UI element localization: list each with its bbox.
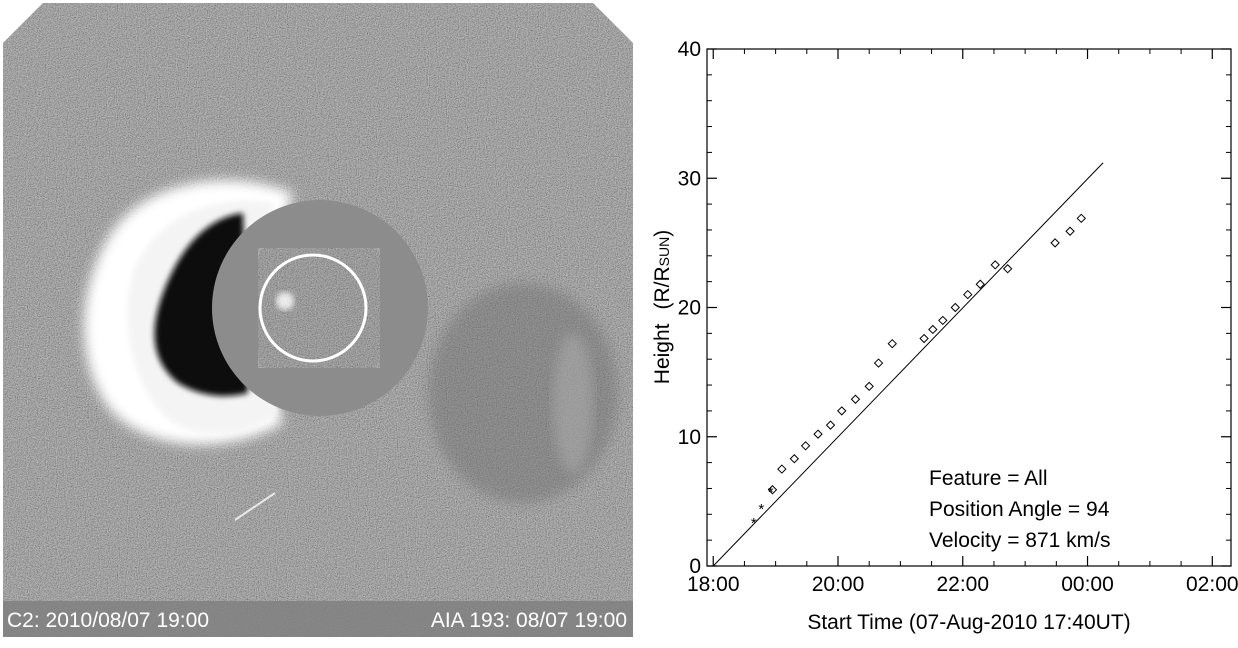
- data-point-diamond: [873, 358, 884, 368]
- y-tick-label: 40: [678, 38, 701, 61]
- data-point-diamond: [928, 324, 938, 335]
- data-point-diamond: [1050, 238, 1060, 248]
- active-region: [276, 292, 294, 310]
- coronagraph-image-panel: C2: 2010/08/07 19:00 AIA 193: 08/07 19:0…: [3, 3, 633, 637]
- data-point-diamond: [813, 429, 823, 439]
- data-point-diamond: [1076, 213, 1086, 224]
- data-point-diamond: [789, 454, 800, 464]
- x-tick-label: 00:00: [1061, 573, 1114, 596]
- data-point-diamond: [990, 260, 1000, 270]
- data-point-diamond: [825, 420, 836, 430]
- caption-aia: AIA 193: 08/07 19:00: [430, 609, 627, 632]
- data-point-diamond: [837, 406, 847, 416]
- x-axis-label: Start Time (07-Aug-2010 17:40UT): [807, 611, 1130, 634]
- data-point-diamond: [975, 279, 985, 289]
- y-tick-label: 0: [689, 555, 701, 578]
- data-point-diamond: [1002, 264, 1013, 274]
- x-tick-label: 20:00: [812, 573, 865, 596]
- data-point-diamond: [963, 289, 973, 300]
- data-point-diamond: [919, 333, 929, 344]
- y-axis-label-unit: (R/R: [651, 266, 674, 309]
- aia-inset-texture: [258, 248, 380, 368]
- data-point-diamond: [767, 485, 778, 495]
- y-axis: 0 10 20 30 40: [678, 38, 1231, 578]
- data-markers: ***: [751, 213, 1086, 532]
- solar-limb: [258, 253, 368, 363]
- y-axis-label-sub: SUN: [656, 237, 672, 267]
- annotation-velocity: Velocity = 871 km/s: [929, 529, 1111, 552]
- x-tick-label: 18:00: [687, 573, 740, 596]
- data-point-diamond: [938, 315, 948, 326]
- streak: [234, 492, 276, 521]
- data-point-diamond: [950, 302, 960, 313]
- y-axis-label: Height (R/RSUN): [651, 230, 674, 384]
- data-point-diamond: [1065, 226, 1075, 236]
- y-tick-label: 20: [678, 297, 701, 320]
- x-tick-label: 02:00: [1186, 573, 1238, 596]
- y-tick-label: 30: [678, 167, 701, 190]
- coronagraph-image: [3, 3, 633, 637]
- y-tick-label: 10: [678, 426, 701, 449]
- caption-bar: [3, 601, 633, 637]
- x-axis: 18:00 20:00 22:00 00:00 02:00: [687, 49, 1238, 596]
- data-point-asterisk: *: [751, 515, 757, 532]
- annotation-position-angle: Position Angle = 94: [929, 498, 1110, 521]
- faint-streamer-bright: [553, 333, 593, 473]
- x-tick-label: 22:00: [936, 573, 989, 596]
- data-point-diamond: [850, 394, 861, 404]
- data-point-diamond: [777, 464, 787, 474]
- height-time-chart-panel: 18:00 20:00 22:00 00:00 02:00 0 10 20 30 40 * * * …: [640, 0, 1238, 643]
- data-point-diamond: [864, 381, 874, 392]
- data-point-asterisk: *: [758, 501, 764, 518]
- y-axis-label-close: ): [651, 230, 674, 237]
- caption-c2: C2: 2010/08/07 19:00: [7, 609, 210, 632]
- y-axis-label-main: Height: [651, 323, 674, 384]
- fit-line: [712, 162, 1104, 567]
- data-point-diamond: [800, 441, 811, 451]
- annotation-feature: Feature = All: [929, 467, 1047, 490]
- data-point-diamond: [887, 338, 897, 349]
